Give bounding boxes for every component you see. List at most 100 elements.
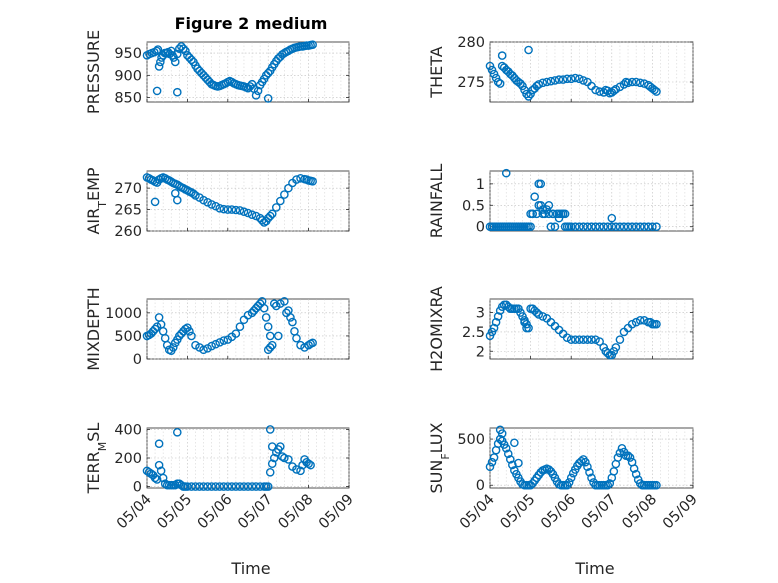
data-point	[575, 222, 584, 232]
data-point	[585, 468, 594, 477]
data-point	[265, 467, 275, 477]
data-point	[231, 205, 241, 215]
data-point	[544, 209, 554, 219]
data-point	[296, 173, 305, 183]
data-point	[152, 475, 162, 484]
y-tick-label: 850	[114, 91, 142, 107]
y-tick-label: 3	[476, 306, 485, 322]
data-point	[575, 74, 584, 84]
data-point	[623, 222, 633, 232]
data-point	[495, 434, 505, 444]
data-point	[259, 303, 269, 313]
y-tick-label: 0	[133, 480, 142, 496]
data-point	[562, 333, 572, 343]
subplot-2: 275 280 THETA	[427, 35, 694, 103]
data-point	[185, 327, 194, 336]
data-point	[493, 77, 503, 87]
y-axis-label: RAINFALL	[427, 164, 446, 239]
x-tick-label: 05/08	[619, 492, 660, 533]
data-point	[251, 482, 261, 491]
y-tick-label: 2.5	[462, 325, 485, 341]
data-point	[172, 49, 182, 59]
y-tick-label: 0.5	[462, 198, 485, 214]
data-point	[652, 87, 661, 96]
data-point	[158, 473, 168, 483]
data-point	[599, 88, 608, 97]
data-point	[199, 345, 208, 355]
x-tick-label: 05/07	[579, 492, 620, 533]
data-point	[207, 341, 216, 351]
data-point	[619, 222, 629, 232]
data-point	[255, 482, 265, 491]
data-point	[558, 75, 568, 84]
data-point	[263, 68, 273, 78]
data-point	[265, 331, 275, 341]
data-point	[183, 482, 192, 491]
data-point	[243, 482, 253, 491]
subplot-7: 0 200 400 05/04 05/05 05/06 05/07 05/08 05/09 TER…	[84, 422, 357, 532]
y-axis-label: SUNFLUX	[427, 422, 452, 493]
data-point	[154, 439, 164, 449]
data-point	[627, 319, 637, 329]
data-point	[544, 200, 554, 210]
data-point	[579, 76, 588, 85]
data-point	[227, 482, 237, 491]
data-point	[306, 460, 315, 470]
data-point	[603, 480, 613, 490]
data-point	[288, 317, 297, 327]
data-point	[583, 222, 592, 232]
y-axis-label: PRESSURE	[84, 30, 103, 114]
data-point	[607, 213, 617, 223]
data-point	[239, 482, 249, 491]
data-point	[619, 80, 629, 89]
data-point	[579, 222, 588, 232]
data-point	[203, 482, 212, 491]
data-point	[562, 74, 572, 84]
data-point	[276, 442, 285, 451]
data-point	[215, 338, 225, 347]
y-tick-label: 900	[114, 68, 142, 84]
data-point	[566, 222, 576, 232]
data-point	[261, 313, 271, 322]
y-tick-label: 500	[457, 432, 485, 448]
data-point	[530, 192, 539, 202]
data-point	[591, 85, 600, 95]
data-point	[207, 200, 216, 209]
data-point	[211, 482, 220, 491]
data-point	[235, 322, 245, 331]
figure-title: Figure 2 medium	[175, 14, 328, 33]
data-point	[265, 343, 275, 352]
data-point	[177, 480, 186, 490]
data-point	[219, 336, 229, 345]
data-point	[505, 455, 515, 464]
data-point	[280, 190, 289, 199]
y-axis-label: THETA	[427, 46, 446, 98]
data-point	[187, 482, 196, 491]
data-point	[522, 323, 531, 333]
data-point	[570, 222, 580, 232]
data-point	[570, 73, 580, 83]
data-point	[269, 453, 279, 463]
data-point	[152, 46, 161, 56]
x-tick-label: 05/06	[538, 492, 579, 533]
data-point	[652, 480, 661, 490]
data-point	[280, 297, 289, 306]
data-point	[187, 55, 196, 65]
data-point	[503, 449, 513, 459]
y-tick-label: 265	[114, 203, 142, 219]
data-point	[267, 459, 277, 469]
x-tick-label: 05/04	[457, 492, 498, 533]
data-point	[265, 211, 275, 221]
data-point	[247, 79, 257, 89]
data-point	[566, 74, 576, 84]
data-point	[570, 335, 580, 344]
data-point	[538, 205, 548, 214]
data-point	[591, 222, 600, 232]
y-tick-label: 0	[133, 352, 142, 368]
data-point	[587, 473, 596, 483]
data-point	[150, 197, 160, 207]
y-tick-label: 280	[457, 35, 485, 51]
data-point	[627, 222, 637, 232]
